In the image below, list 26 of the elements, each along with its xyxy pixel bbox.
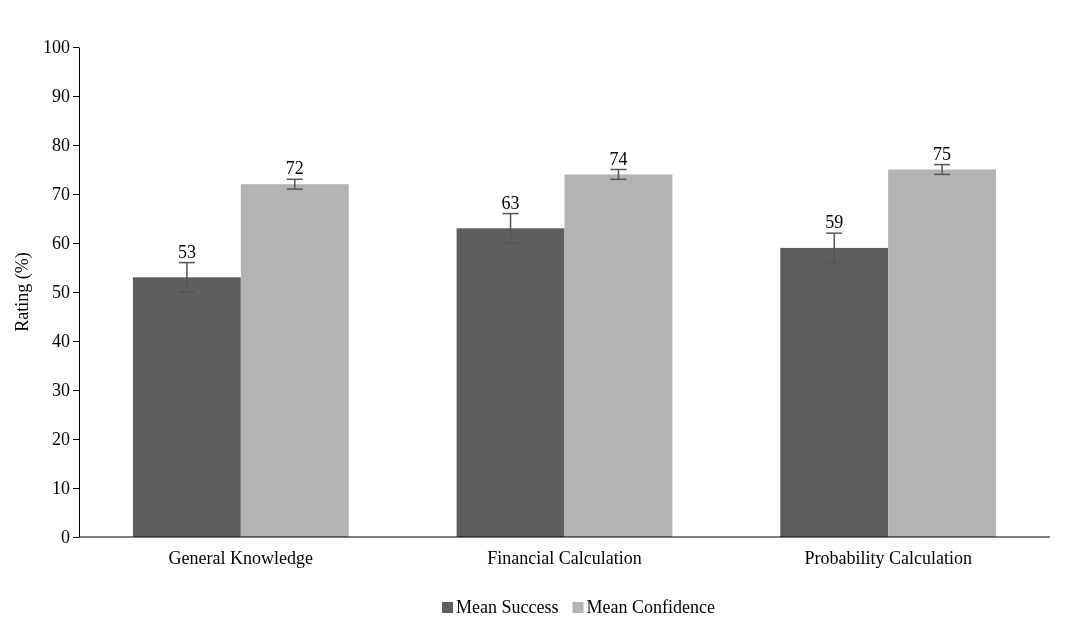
y-tick-label: 20 — [52, 429, 70, 450]
data-label: 59 — [825, 212, 844, 233]
x-tick-label: Probability Calculation — [804, 547, 972, 568]
y-tick-label: 90 — [52, 86, 70, 107]
y-tick-label: 40 — [52, 331, 70, 352]
y-tick-label: 80 — [52, 135, 70, 156]
bar — [888, 169, 997, 537]
y-tick-label: 50 — [52, 282, 70, 303]
bar — [240, 184, 349, 537]
y-tick-label: 100 — [43, 37, 70, 58]
x-tick-label: Financial Calculation — [487, 547, 642, 568]
legend-label: Mean Confidence — [586, 597, 715, 617]
y-tick-label: 10 — [52, 478, 70, 499]
data-label: 72 — [285, 158, 304, 179]
y-axis-title: Rating (%) — [12, 252, 33, 332]
data-label: 74 — [609, 148, 628, 169]
y-tick-label: 30 — [52, 380, 70, 401]
legend-label: Mean Success — [456, 597, 559, 617]
x-tick-label: General Knowledge — [168, 547, 314, 568]
y-tick-label: 0 — [61, 527, 70, 548]
data-label: 53 — [177, 241, 196, 262]
data-label: 63 — [501, 192, 520, 213]
y-tick-label: 70 — [52, 184, 70, 205]
bar — [564, 174, 673, 537]
data-label: 75 — [933, 143, 952, 164]
y-tick-label: 60 — [52, 233, 70, 254]
